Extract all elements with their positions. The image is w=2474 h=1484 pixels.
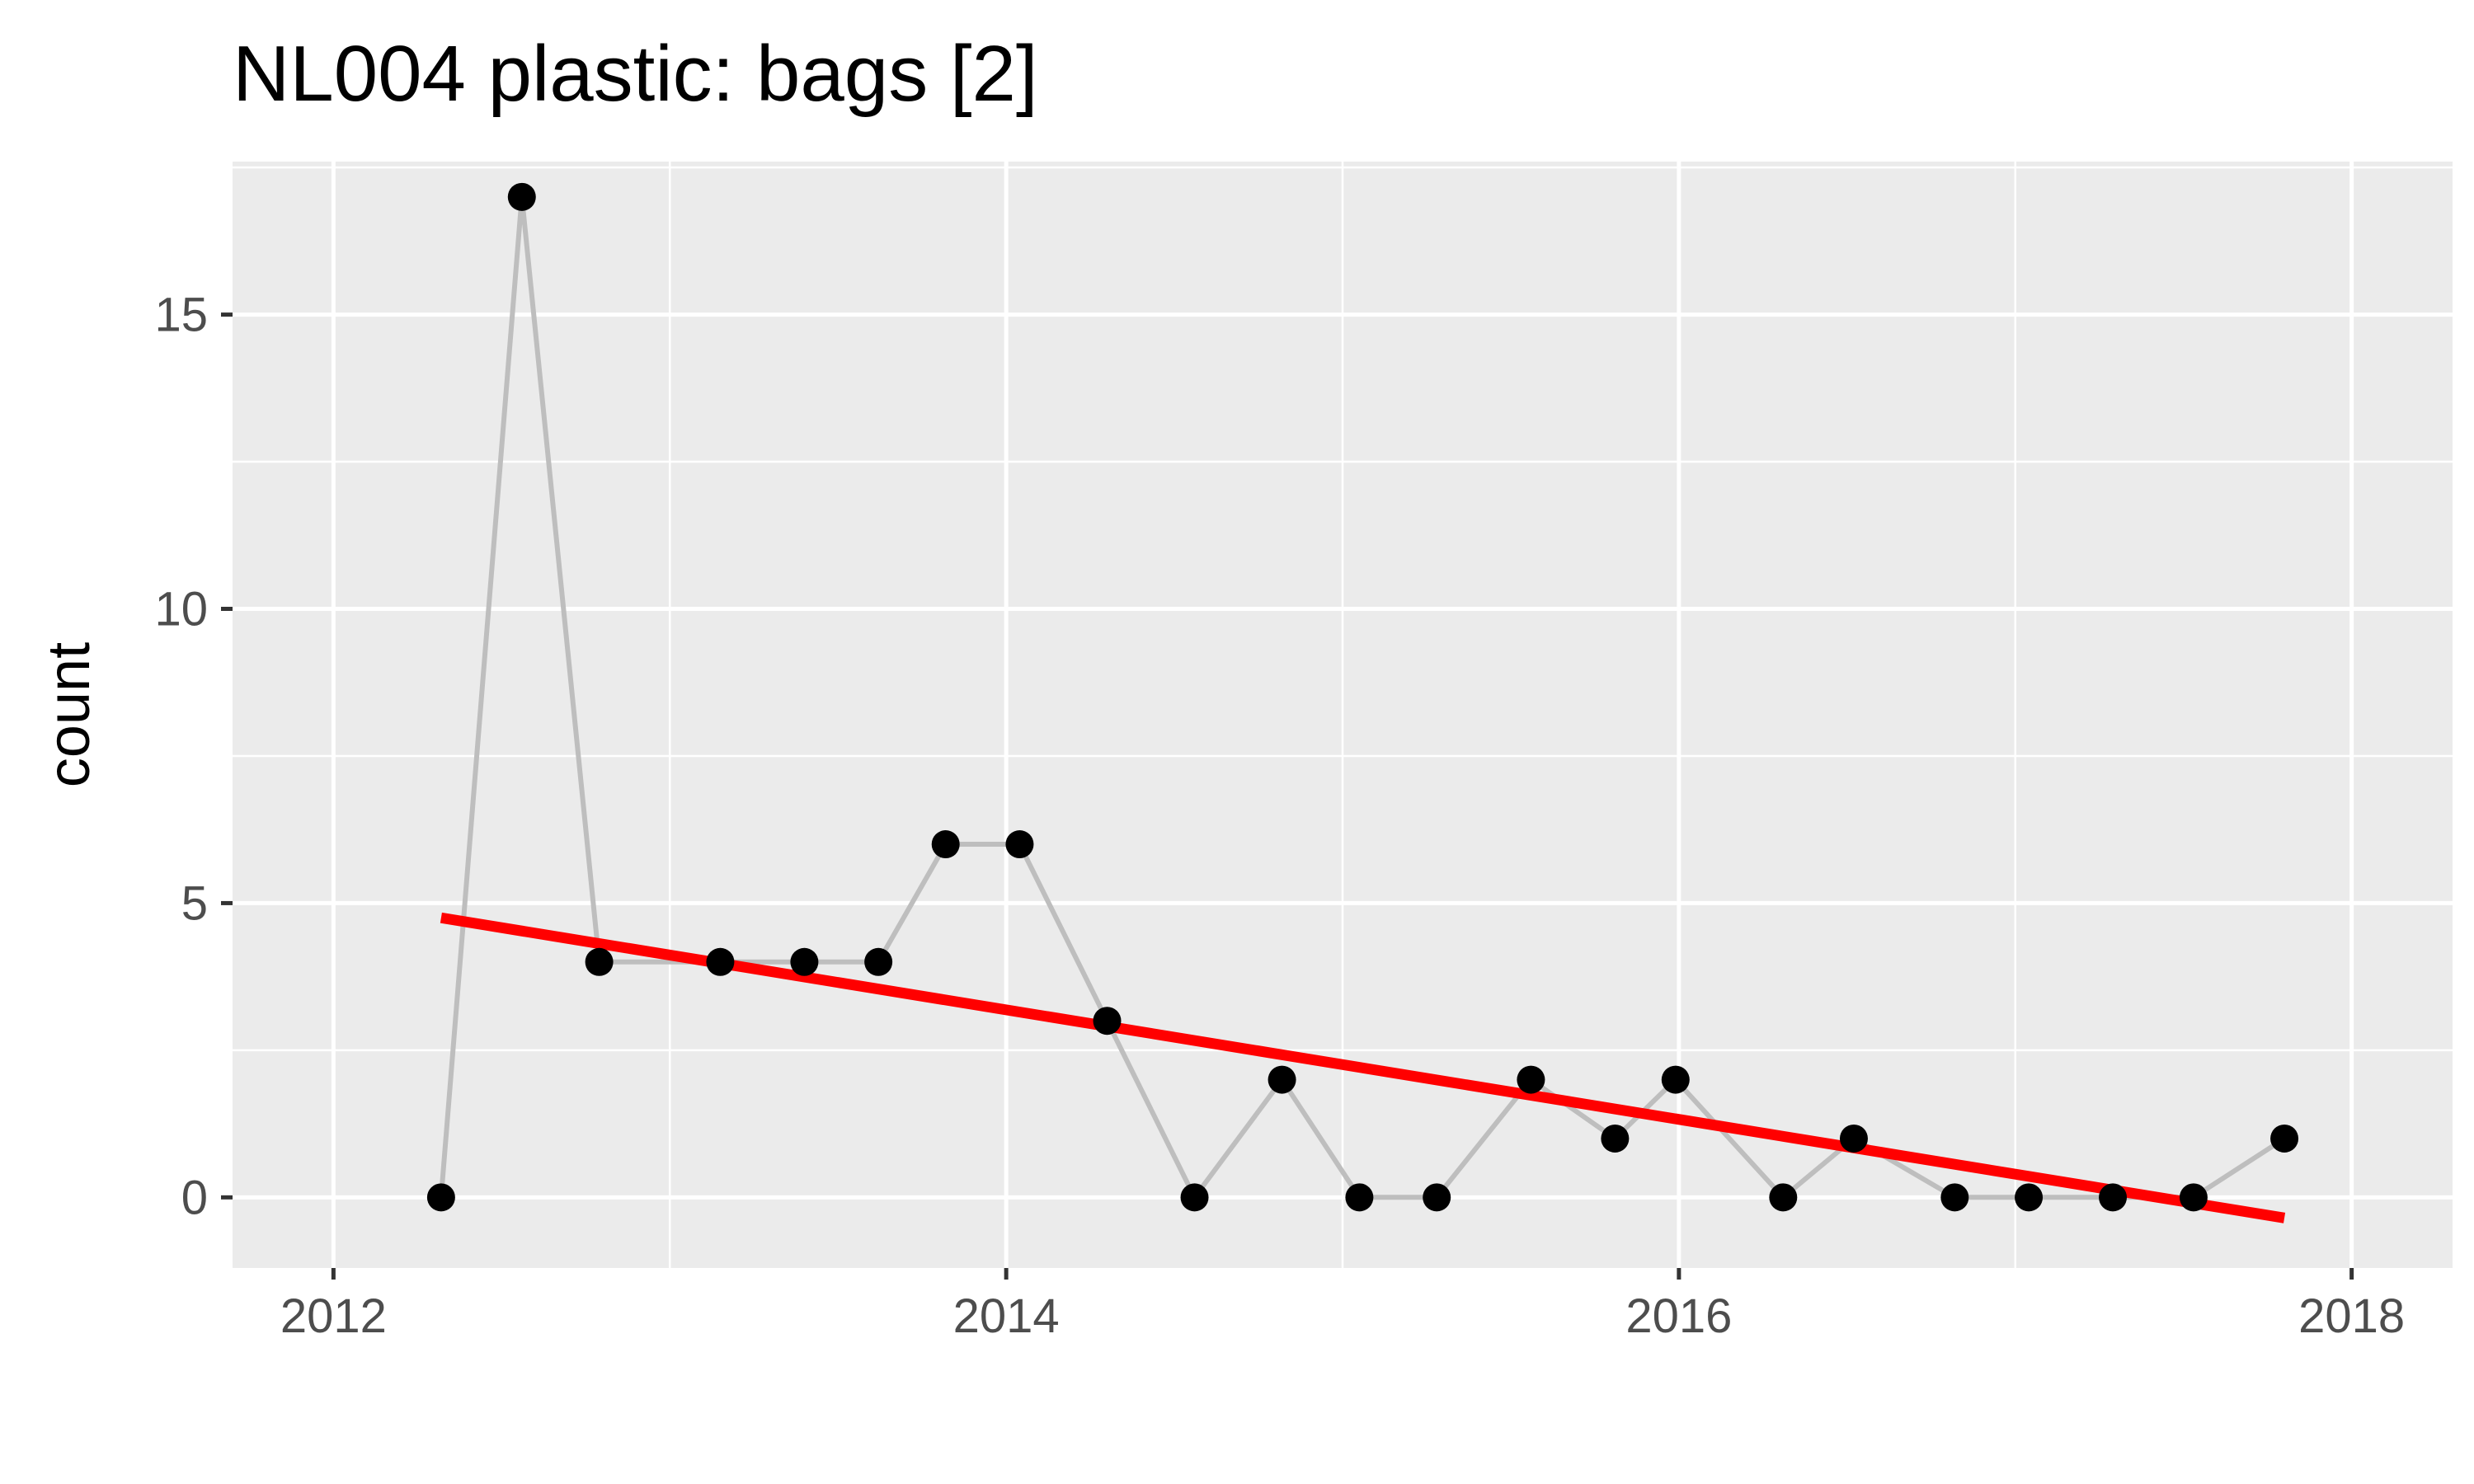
y-tick-label: 5 (181, 876, 208, 930)
y-tick-label: 10 (154, 583, 208, 636)
data-point (706, 947, 735, 976)
y-tick-label: 0 (181, 1171, 208, 1224)
x-tick-label: 2012 (280, 1289, 387, 1343)
data-point (1517, 1065, 1545, 1094)
data-point (1093, 1007, 1122, 1036)
data-point (426, 1183, 455, 1212)
data-point (2179, 1183, 2208, 1212)
x-tick-label: 2014 (953, 1289, 1060, 1343)
data-point (1769, 1183, 1798, 1212)
axes-layer: 2012 2014 2016 2018 0 5 10 15 (154, 289, 2405, 1343)
data-point (585, 947, 614, 976)
data-point (2270, 1124, 2299, 1153)
x-tick-label: 2018 (2298, 1289, 2405, 1343)
data-point (1661, 1065, 1690, 1094)
data-point (1180, 1183, 1209, 1212)
trend-line (440, 912, 2286, 1223)
chart-title: NL004 plastic: bags [2] (233, 30, 1038, 118)
minor-gridlines (233, 162, 2453, 1268)
data-point (864, 947, 893, 976)
trend-line-layer (440, 912, 2286, 1223)
x-tick-label: 2016 (1625, 1289, 1732, 1343)
data-point (1268, 1065, 1296, 1094)
points-layer (426, 182, 2299, 1212)
data-point (1601, 1124, 1630, 1153)
data-point (2099, 1183, 2128, 1212)
data-point (1005, 830, 1034, 859)
data-point (2015, 1183, 2044, 1212)
data-point (507, 182, 536, 211)
data-point (1423, 1183, 1451, 1212)
y-tick-label: 15 (154, 289, 208, 342)
data-point (1345, 1183, 1374, 1212)
y-axis-title: count (36, 642, 102, 787)
data-point (1839, 1124, 1868, 1153)
data-point (790, 947, 819, 976)
data-point (931, 830, 960, 859)
data-point (1940, 1183, 1969, 1212)
